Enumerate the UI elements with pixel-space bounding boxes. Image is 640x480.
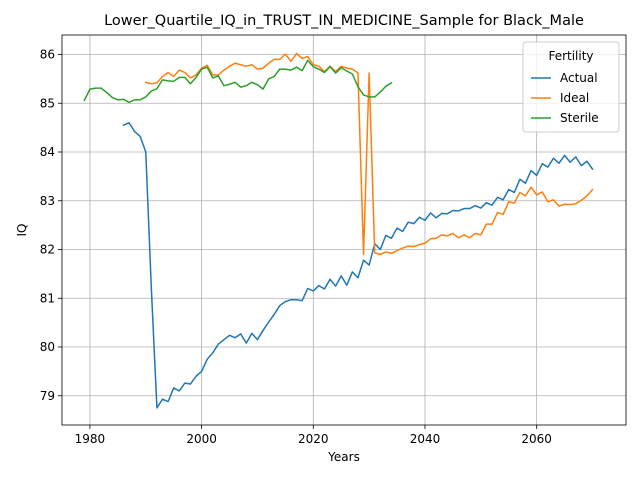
- series-lines: [83, 52, 594, 409]
- legend-label-sterile: Sterile: [560, 111, 599, 125]
- grid: [62, 35, 626, 425]
- x-axis-label: Years: [327, 450, 360, 464]
- y-tick-label: 80: [40, 340, 55, 354]
- y-tick-label: 79: [40, 389, 55, 403]
- y-tick-label: 82: [40, 243, 55, 257]
- legend-label-actual: Actual: [560, 71, 598, 85]
- chart-title: Lower_Quartile_IQ_in_TRUST_IN_MEDICINE_S…: [104, 13, 584, 29]
- series-line-ideal: [144, 52, 594, 256]
- series-line-sterile: [83, 59, 393, 104]
- legend-title: Fertility: [548, 49, 593, 63]
- x-tick-label: 2060: [521, 432, 552, 446]
- x-tick-label: 2040: [410, 432, 441, 446]
- plot-area-frame: [61, 34, 627, 426]
- legend-label-ideal: Ideal: [560, 91, 589, 105]
- legend-box: [522, 41, 620, 133]
- y-tick-label: 83: [40, 194, 55, 208]
- y-tick-label: 86: [40, 48, 55, 62]
- x-tick-label: 2020: [298, 432, 329, 446]
- y-tick-label: 84: [40, 145, 55, 159]
- axis-ticks: 1980 2000 2020 2040 2060 79 80 81 82 83 84 85 86: [40, 48, 552, 447]
- legend-entries: Actual Ideal Sterile: [531, 71, 599, 125]
- x-tick-label: 1980: [75, 432, 106, 446]
- x-tick-label: 2000: [186, 432, 217, 446]
- legend: Fertility Actual Ideal Sterile: [522, 41, 620, 133]
- y-tick-label: 85: [40, 96, 55, 110]
- y-tick-label: 81: [40, 291, 55, 305]
- series-line-actual: [122, 122, 594, 409]
- y-axis-label: IQ: [15, 224, 29, 237]
